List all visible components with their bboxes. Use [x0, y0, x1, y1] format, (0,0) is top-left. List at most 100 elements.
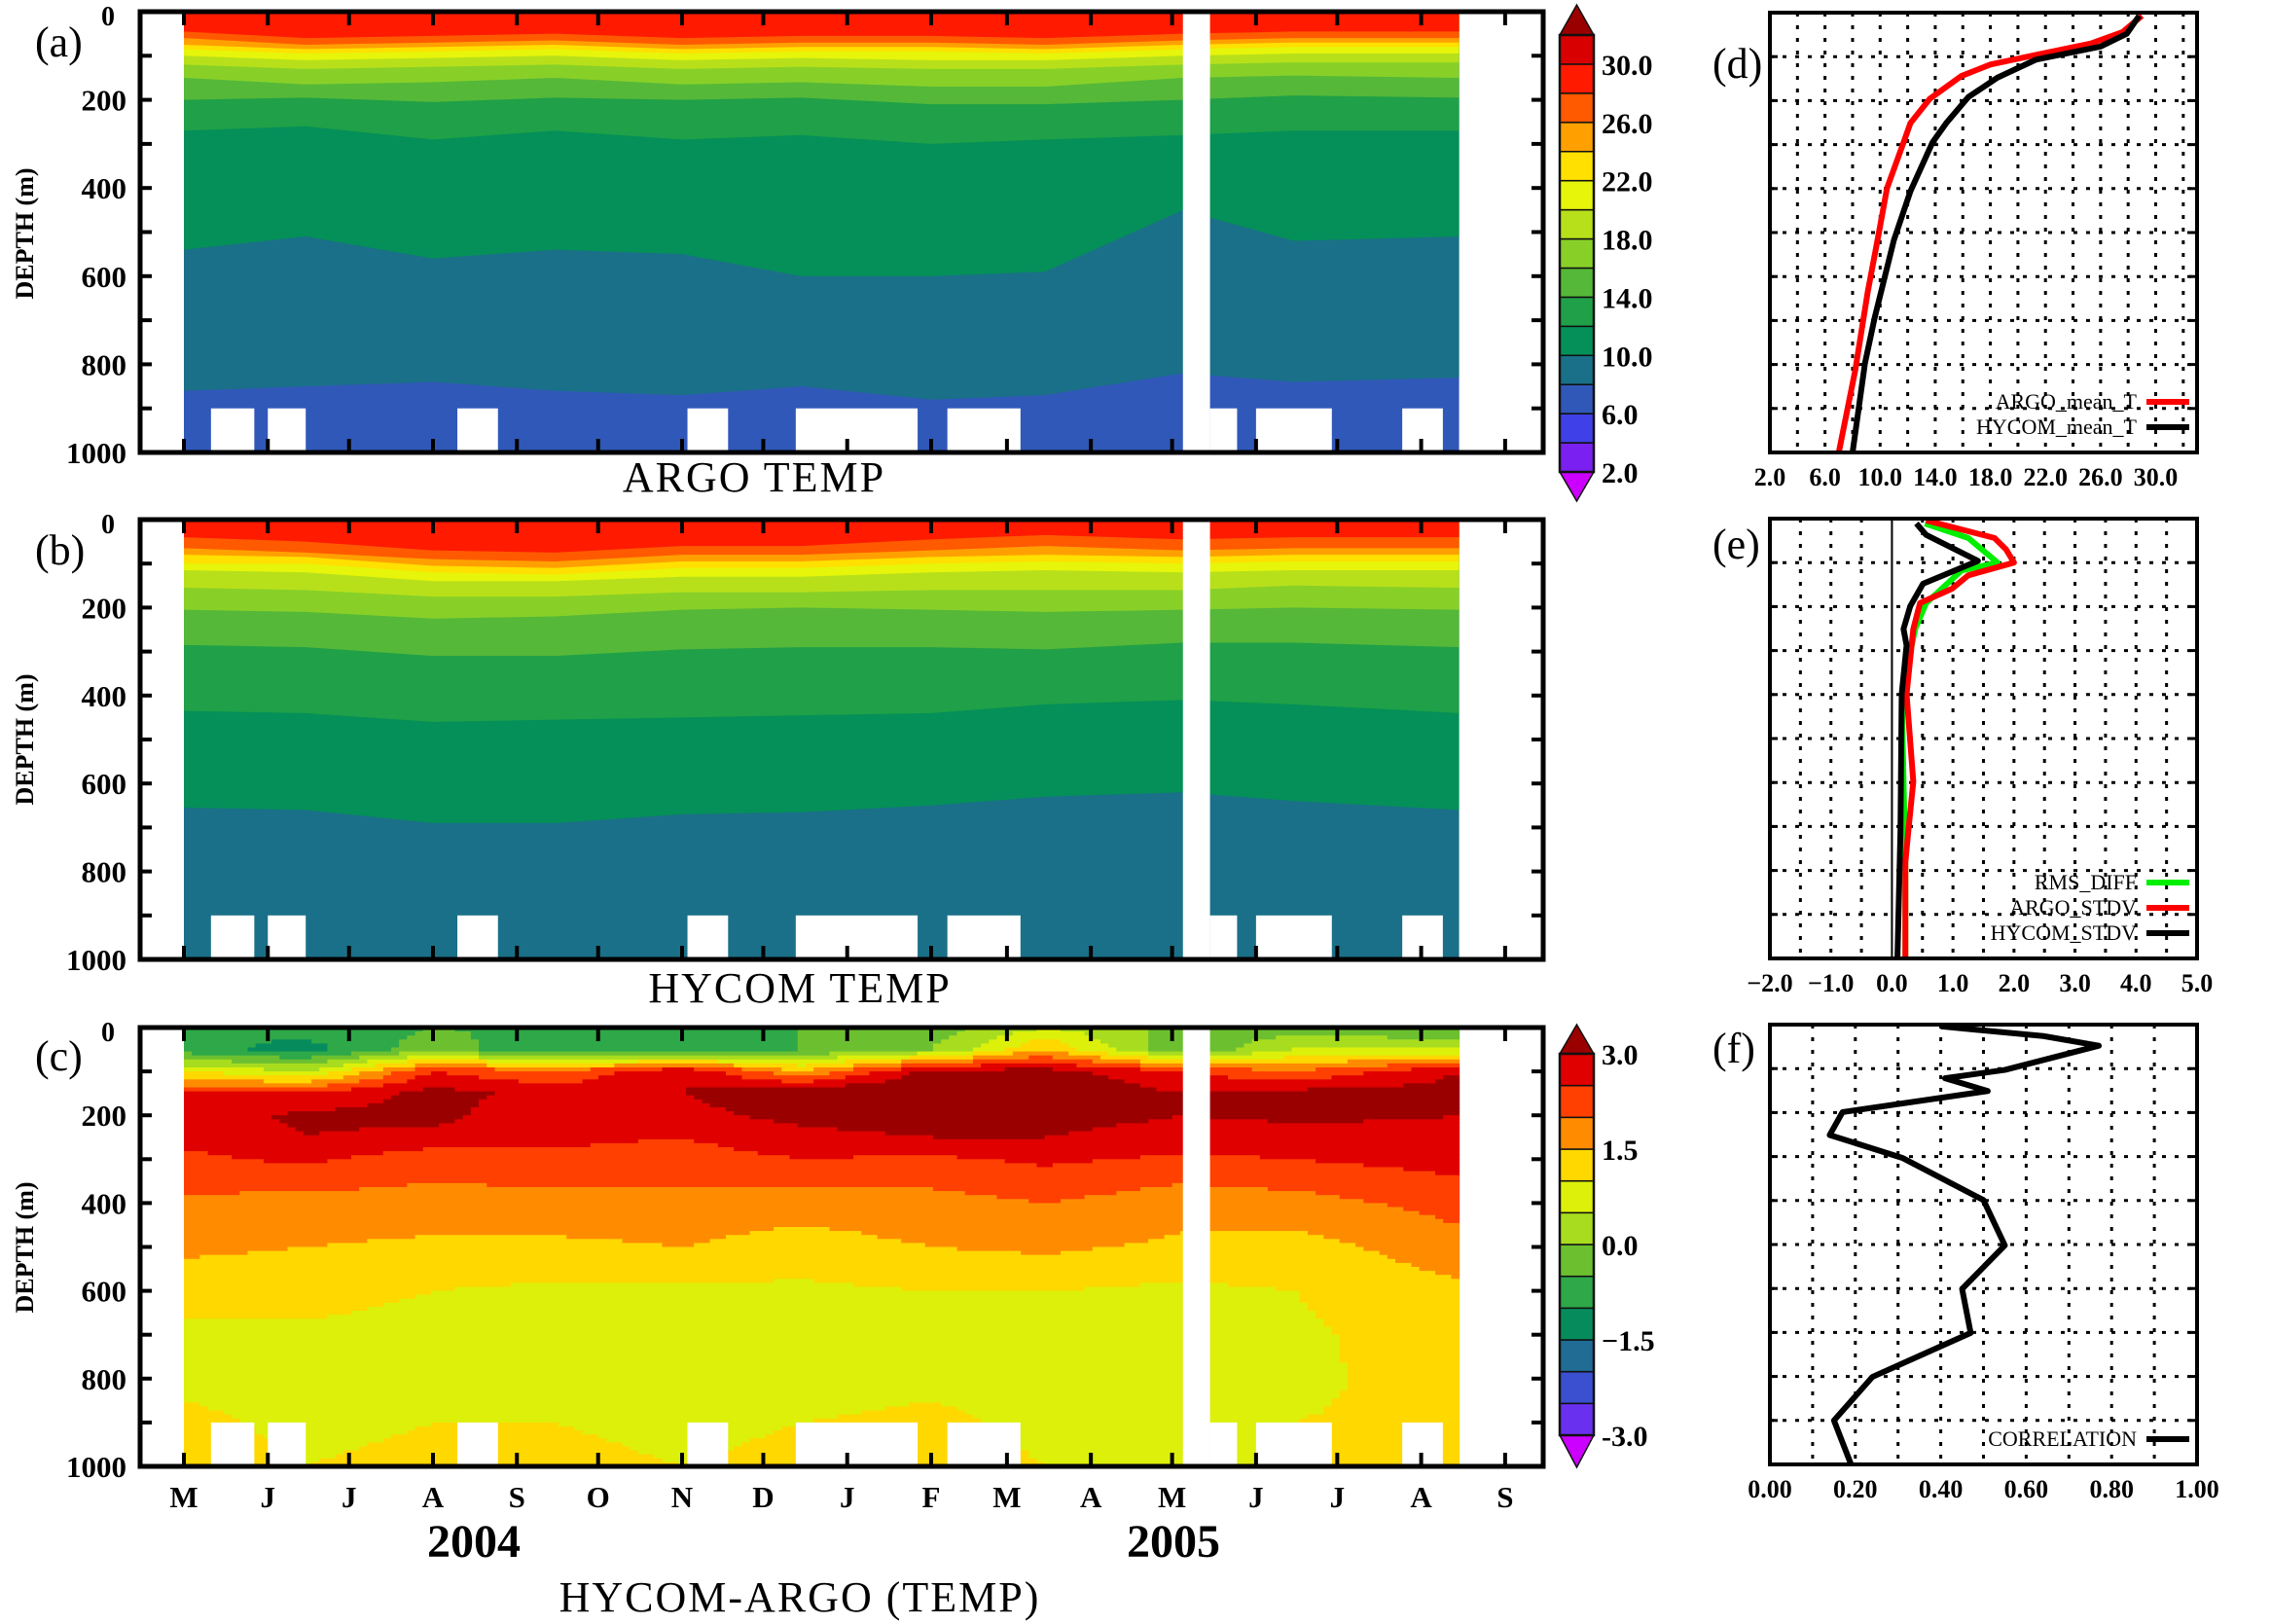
- difference-cell: [1403, 1167, 1460, 1173]
- difference-cell: [184, 1406, 209, 1412]
- difference-cell: [1387, 1203, 1460, 1209]
- month-label: M: [169, 1480, 198, 1514]
- difference-cell: [909, 1402, 942, 1408]
- missing-data-gap: [1255, 408, 1332, 452]
- difference-cell: [1316, 1311, 1460, 1316]
- difference-cell: [1028, 1199, 1062, 1204]
- difference-cell: [694, 1243, 926, 1248]
- y-axis-title-c: DEPTH (m): [11, 1181, 39, 1313]
- panel-label-e: (e): [1712, 521, 1760, 568]
- difference-cell: [749, 1231, 862, 1236]
- difference-cell: [1276, 1035, 1388, 1040]
- difference-cell: [271, 1442, 368, 1448]
- difference-cell: [479, 1051, 831, 1057]
- difference-cell: [184, 1067, 265, 1072]
- difference-cell: [956, 1155, 1141, 1160]
- y-tick-label: 800: [82, 347, 127, 381]
- difference-cell: [184, 1382, 1349, 1388]
- colorbar-label: -3.0: [1602, 1421, 1648, 1453]
- colorbar-under-triangle: [1558, 471, 1596, 503]
- missing-data-gap: [1209, 915, 1238, 959]
- difference-cell: [382, 1075, 416, 1080]
- x-tick-label: 0.60: [2004, 1475, 2049, 1503]
- y-axis-title-b: DEPTH (m): [11, 673, 39, 805]
- colorbar-bin: [1559, 1370, 1595, 1405]
- colorbar-label: 0.0: [1602, 1230, 1639, 1262]
- difference-cell: [327, 1043, 400, 1049]
- difference-cell: [1139, 1063, 1388, 1068]
- difference-cell: [1331, 1398, 1460, 1403]
- month-label: S: [509, 1480, 525, 1514]
- difference-cell: [1076, 1047, 1117, 1053]
- difference-cell: [717, 1142, 1460, 1148]
- series-line-argo-mean-t: [1835, 13, 2145, 453]
- difference-cell: [1228, 1075, 1333, 1080]
- difference-cell: [184, 1246, 289, 1252]
- difference-cell: [1028, 1039, 1062, 1044]
- difference-cell: [1148, 1055, 1284, 1061]
- difference-cell: [407, 1059, 487, 1065]
- difference-cell: [582, 1430, 775, 1435]
- difference-cell: [1148, 1031, 1460, 1036]
- difference-cell: [359, 1187, 934, 1192]
- difference-cell: [686, 1091, 1460, 1097]
- difference-cell: [415, 1063, 487, 1068]
- difference-cell: [1156, 1087, 1309, 1093]
- difference-cell: [494, 1067, 592, 1072]
- colorbar-label: −1.5: [1602, 1325, 1655, 1357]
- difference-cell: [184, 1035, 408, 1040]
- colorbar-label: 18.0: [1602, 225, 1653, 257]
- difference-cell: [184, 1390, 1341, 1395]
- x-tick-label: 2.0: [1754, 463, 1786, 491]
- difference-cell: [494, 1091, 687, 1097]
- difference-cell: [327, 1159, 1006, 1164]
- y-tick-label: 400: [82, 1186, 127, 1220]
- contour-panel-a: 0 200 400 600 800 1000: [66, 2, 1546, 470]
- missing-data-gap: [268, 408, 306, 452]
- difference-cell: [845, 1083, 1141, 1089]
- difference-cell: [470, 1031, 799, 1036]
- difference-cell: [382, 1067, 416, 1072]
- x-tick-label: 22.0: [2023, 463, 2068, 491]
- difference-cell: [287, 1246, 958, 1252]
- difference-cell: [351, 1155, 791, 1160]
- difference-cell: [184, 1123, 289, 1129]
- difference-cell: [184, 1191, 240, 1196]
- difference-cell: [1339, 1239, 1460, 1244]
- difference-cell: [1099, 1055, 1149, 1061]
- difference-cell: [797, 1031, 958, 1036]
- difference-cell: [932, 1135, 1046, 1140]
- difference-cell: [1307, 1302, 1460, 1308]
- difference-cell: [1267, 1187, 1460, 1192]
- difference-cell: [853, 1282, 1141, 1288]
- difference-cell: [184, 1043, 257, 1049]
- missing-data-gap: [457, 1422, 498, 1466]
- difference-cell: [184, 1410, 225, 1416]
- difference-cell: [1347, 1387, 1460, 1391]
- colorbar-bin: [1559, 179, 1595, 211]
- colorbar-bin: [1559, 1402, 1595, 1436]
- difference-cell: [837, 1414, 974, 1420]
- difference-cell: [184, 1235, 416, 1240]
- y-axis-title-a: DEPTH (m): [11, 167, 39, 299]
- difference-cell: [1061, 1039, 1101, 1044]
- difference-cell: [1347, 1059, 1460, 1065]
- difference-cell: [184, 1354, 1341, 1359]
- x-tick-label: 0.20: [1833, 1475, 1878, 1503]
- difference-cell: [382, 1151, 759, 1156]
- difference-cell: [725, 1235, 879, 1240]
- difference-cell: [1004, 1067, 1054, 1072]
- missing-data-gap: [687, 408, 729, 452]
- difference-cell: [1251, 1067, 1316, 1072]
- legend-label: RMS_DIFF: [2035, 870, 2137, 894]
- difference-cell: [184, 1351, 1341, 1355]
- difference-cell: [367, 1307, 1309, 1312]
- difference-cell: [184, 1207, 1404, 1212]
- difference-cell: [390, 1071, 432, 1076]
- difference-cell: [311, 1039, 400, 1044]
- month-label: J: [261, 1480, 276, 1514]
- difference-cell: [1291, 1442, 1460, 1448]
- y-tick-label: 0: [101, 2, 115, 32]
- difference-cell: [407, 1079, 520, 1084]
- difference-cell: [1363, 1119, 1460, 1124]
